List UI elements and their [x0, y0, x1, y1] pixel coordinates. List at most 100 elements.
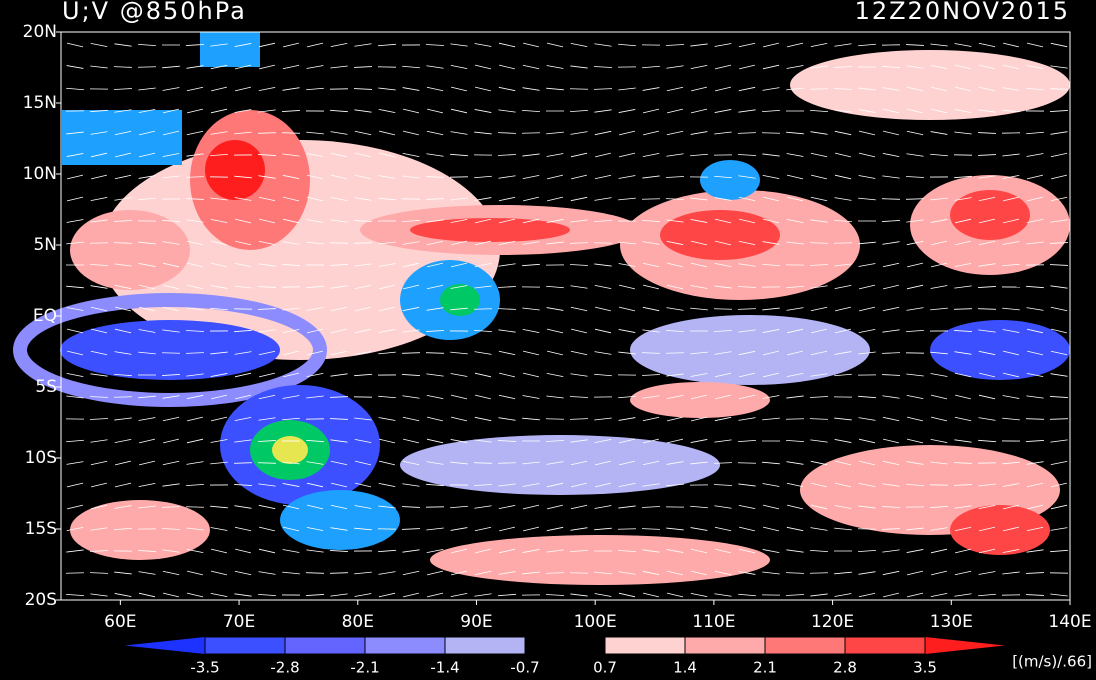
wind-arrow — [907, 262, 923, 268]
wind-arrow — [930, 240, 948, 246]
wind-arrow — [666, 198, 684, 200]
wind-arrow — [786, 549, 804, 553]
wind-arrow — [954, 43, 972, 47]
wind-arrow — [954, 175, 972, 179]
wind-arrow — [834, 174, 852, 180]
wind-arrow — [618, 505, 636, 509]
wind-arrow — [979, 64, 995, 70]
wind-arrow — [882, 352, 900, 354]
wind-arrow — [570, 373, 588, 377]
wind-arrow — [714, 86, 732, 92]
wind-arrow — [258, 350, 276, 356]
wind-arrow — [354, 242, 372, 244]
wind-arrow — [402, 65, 420, 69]
wind-arrow — [522, 241, 540, 245]
field-blob — [400, 435, 720, 495]
wind-arrow — [306, 196, 324, 202]
wind-arrow — [210, 527, 228, 531]
wind-arrow — [330, 373, 348, 377]
wind-arrow — [714, 262, 732, 268]
wind-arrow — [210, 593, 228, 597]
wind-arrow — [306, 549, 324, 553]
wind-arrow — [522, 329, 540, 333]
wind-arrow — [739, 218, 755, 224]
wind-arrow — [282, 328, 300, 334]
wind-arrow — [978, 196, 996, 202]
wind-arrow — [498, 86, 516, 92]
wind-arrow — [1050, 527, 1068, 531]
wind-arrow — [90, 593, 108, 597]
wind-arrow — [690, 505, 708, 509]
wind-arrow — [114, 174, 132, 180]
wind-arrow — [762, 218, 780, 224]
wind-arrow — [354, 571, 372, 575]
wind-arrow — [498, 394, 516, 400]
wind-arrow — [835, 152, 851, 158]
wind-arrow — [714, 593, 732, 597]
wind-arrow — [522, 571, 540, 575]
wind-arrow — [138, 241, 156, 245]
wind-arrow — [234, 175, 252, 179]
wind-arrow — [258, 462, 276, 464]
wind-arrow — [594, 482, 612, 488]
wind-arrow — [930, 351, 948, 355]
wind-arrow — [282, 307, 300, 311]
wind-arrow — [186, 373, 204, 377]
wind-arrow — [642, 374, 660, 376]
wind-arrow — [162, 87, 180, 91]
wind-arrow — [282, 87, 300, 91]
wind-arrow — [834, 219, 852, 223]
wind-arrow — [426, 307, 444, 311]
wind-arrow — [90, 174, 108, 180]
wind-arrow — [282, 526, 300, 532]
wind-arrow — [690, 548, 708, 554]
wind-arrow — [427, 108, 443, 114]
wind-arrow — [378, 241, 396, 245]
colorbar-box — [204, 636, 286, 655]
wind-arrow — [522, 461, 540, 465]
wind-arrow — [474, 526, 492, 532]
wind-arrow — [714, 109, 732, 113]
wind-arrow — [450, 373, 468, 377]
wind-arrow — [618, 482, 636, 488]
wind-arrow — [162, 549, 180, 553]
wind-arrow — [1002, 307, 1020, 311]
wind-arrow — [450, 592, 468, 598]
wind-arrow — [258, 417, 276, 421]
wind-arrow — [954, 526, 972, 532]
wind-arrow — [450, 285, 468, 289]
wind-arrow — [1002, 417, 1020, 421]
wind-arrow — [210, 548, 228, 554]
wind-arrow — [834, 417, 852, 421]
wind-arrow — [570, 65, 588, 69]
wind-arrow — [882, 241, 900, 245]
wind-arrow — [186, 548, 204, 554]
wind-arrow — [66, 42, 84, 48]
wind-arrow — [162, 329, 180, 333]
wind-arrow — [474, 43, 492, 47]
wind-arrow — [882, 416, 900, 422]
x-tick-label: 70E — [223, 612, 255, 632]
wind-arrow — [234, 526, 252, 532]
wind-arrow — [906, 461, 924, 465]
wind-arrow — [978, 42, 996, 48]
wind-arrow — [594, 263, 612, 267]
wind-arrow — [786, 307, 804, 311]
wind-arrow — [474, 329, 492, 333]
wind-arrow — [738, 86, 756, 92]
wind-arrow — [1002, 350, 1020, 356]
colorbar-arrow — [925, 637, 1005, 654]
wind-arrow — [498, 593, 516, 597]
wind-arrow — [378, 306, 396, 312]
wind-arrow — [378, 197, 396, 201]
field-blob — [410, 218, 570, 242]
wind-arrow — [66, 482, 84, 488]
wind-arrow — [354, 220, 372, 222]
wind-arrow — [570, 418, 588, 420]
wind-arrow — [90, 527, 108, 531]
wind-arrow — [786, 87, 804, 91]
wind-arrow — [330, 242, 348, 244]
wind-arrow — [186, 240, 204, 246]
wind-arrow — [642, 416, 660, 422]
wind-arrow — [66, 461, 84, 465]
